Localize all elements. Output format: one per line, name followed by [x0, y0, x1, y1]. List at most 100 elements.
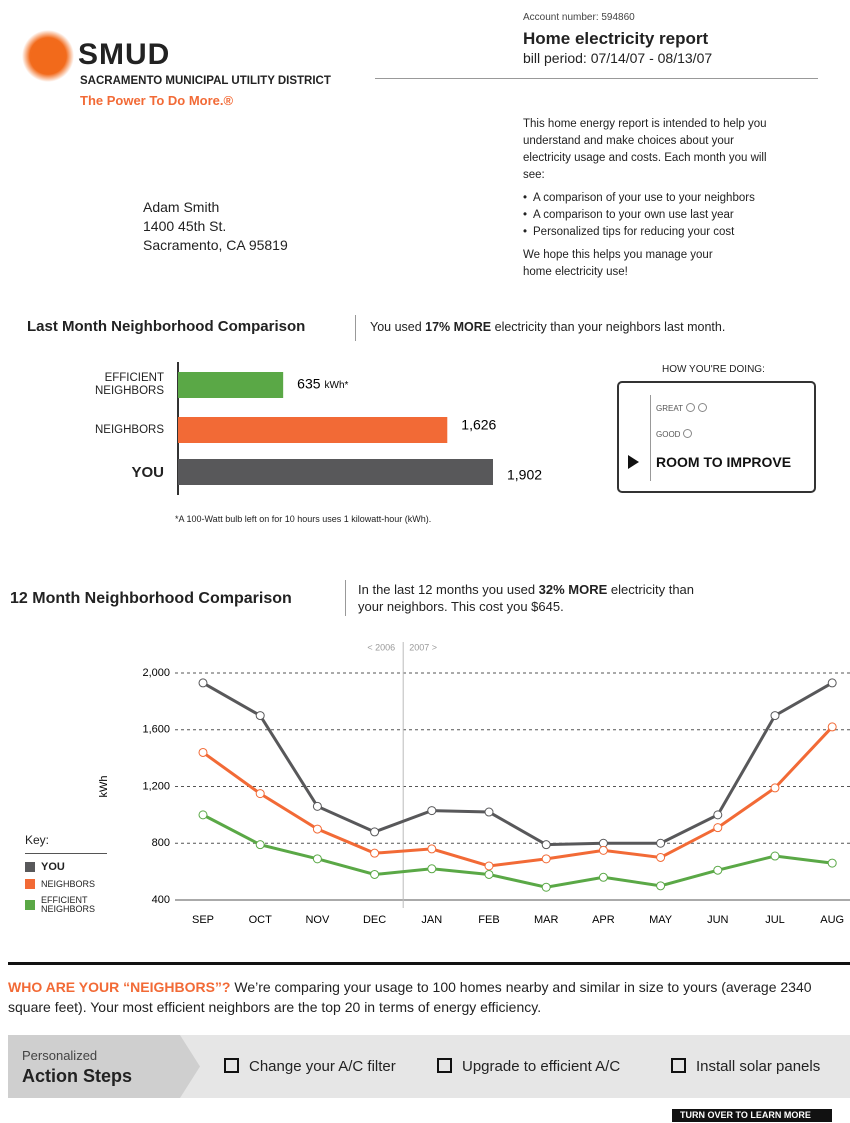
data-point [255, 789, 265, 799]
intro-paragraph: This home energy report is intended to h… [523, 118, 767, 181]
section-title: 12 Month Neighborhood Comparison [10, 590, 292, 607]
action-text: Change your A/C filter [249, 1058, 396, 1075]
x-tick-label: JUL [765, 914, 785, 926]
data-point [770, 711, 780, 721]
data-point [312, 801, 322, 811]
bullet: A comparison of your use to your neighbo… [523, 190, 785, 207]
x-tick-label: JUN [707, 914, 728, 926]
legend-swatch [25, 862, 35, 872]
y-tick-label: 1,200 [142, 780, 170, 792]
section-title: Last Month Neighborhood Comparison [27, 318, 306, 335]
x-tick-label: OCT [249, 914, 273, 926]
data-point [770, 851, 780, 861]
x-tick-label: NOV [305, 914, 330, 926]
arrow [628, 455, 639, 469]
legend-item: EFFICIENT NEIGHBORS [25, 896, 107, 914]
y-tick-label: 2,000 [142, 667, 170, 679]
x-tick-label: JAN [421, 914, 442, 926]
legend-item: YOU [25, 861, 107, 872]
legend-swatch [25, 900, 35, 910]
year-label: 2007 > [409, 642, 437, 652]
series-line [202, 725, 834, 868]
data-point [770, 783, 780, 793]
logo-name: SMUD [78, 38, 171, 71]
line-chart: 400 800 1,200 1,600 2,000 kWh < 2006 2007 > SEP O… [98, 642, 850, 926]
rating-level: ROOM TO IMPROVE [656, 454, 792, 470]
footer: TURN OVER TO LEARN MORE [672, 1109, 832, 1122]
data-point [541, 882, 551, 892]
y-tick-label: 800 [152, 837, 170, 849]
checkbox [224, 1058, 239, 1073]
rating-box: GREAT GOOD ROOM TO IMPROVE [617, 381, 816, 493]
rule [8, 962, 850, 965]
year-label: < 2006 [367, 642, 395, 652]
data-point [541, 854, 551, 864]
summary-highlight: 32% MORE [538, 582, 608, 597]
bar [178, 372, 284, 398]
unit-label: kWh* [325, 380, 349, 391]
address-line: 1400 45th St. [143, 218, 227, 234]
checkbox [671, 1058, 686, 1073]
y-axis-label: kWh [98, 776, 110, 798]
summary-text: electricity than your neighbors. This co… [358, 582, 695, 614]
x-tick-label: AUG [820, 914, 844, 926]
divider [355, 315, 356, 341]
x-tick-label: MAY [649, 914, 673, 926]
data-point [713, 865, 723, 875]
data-point [198, 810, 208, 820]
y-tick-label: 400 [152, 894, 170, 906]
legend-label: EFFICIENT NEIGHBORS [41, 895, 96, 914]
x-tick-label: SEP [192, 914, 214, 926]
data-point [827, 858, 837, 868]
data-point [827, 722, 837, 732]
summary: You used 17% MORE electricity than your … [370, 320, 725, 334]
bar [178, 417, 448, 443]
data-point [656, 838, 666, 848]
action-item: Install solar panels [671, 1058, 820, 1075]
action-text: Upgrade to efficient A/C [462, 1058, 621, 1075]
data-point [656, 852, 666, 862]
rating-level: GREAT [656, 401, 707, 417]
data-point [255, 840, 265, 850]
data-point [427, 844, 437, 854]
action-item: Upgrade to efficient A/C [437, 1058, 620, 1075]
value-label: 1,626 [461, 417, 496, 433]
address-line: Sacramento, CA 95819 [143, 237, 288, 253]
note-text: We’re comparing your usage to 100 homes … [8, 979, 812, 1015]
value-label: 635 kWh* [297, 376, 348, 392]
bar-chart: 635 kWh* 1,626 1,902 EFFICIENT NEIGHBORS NEIG… [0, 355, 600, 505]
action-label: Action Steps [22, 1066, 133, 1086]
data-point [198, 678, 208, 688]
intro-bullets: A comparison of your use to your neighbo… [523, 190, 785, 241]
logo-sun [22, 30, 74, 82]
data-point [713, 823, 723, 833]
data-point [427, 864, 437, 874]
address: Adam Smith 1400 45th St. Sacramento, CA … [143, 198, 288, 255]
report-title: Home electricity report [523, 29, 709, 48]
series-line [202, 681, 833, 847]
data-point [370, 869, 380, 879]
summary: In the last 12 months you used 32% MORE … [358, 581, 718, 615]
bullet: Personalized tips for reducing your cost [523, 224, 785, 241]
data-point [484, 807, 494, 817]
x-tick-label: MAR [534, 914, 559, 926]
action-label: Personalized [22, 1048, 98, 1063]
value-label: 1,902 [507, 467, 542, 483]
data-point [541, 840, 551, 850]
data-point [255, 711, 265, 721]
legend-swatch [25, 879, 35, 889]
face-icon [697, 403, 707, 412]
bill-period: bill period: 07/14/07 - 08/13/07 [523, 50, 713, 66]
summary-highlight: 17% MORE [425, 320, 492, 334]
footnote: *A 100-Watt bulb left on for 10 hours us… [175, 514, 432, 524]
action-chevron [8, 1035, 200, 1098]
data-point [827, 678, 837, 688]
bar-plot: 635 kWh* 1,626 1,902 [177, 362, 542, 495]
data-point [370, 827, 380, 837]
neighbors-note: WHO ARE YOUR “NEIGHBORS”? We’re comparin… [8, 977, 846, 1017]
intro: This home energy report is intended to h… [523, 116, 785, 281]
legend-title: Key: [25, 833, 107, 854]
summary-text: electricity than your neighbors last mon… [491, 320, 726, 334]
action-bar [8, 1035, 850, 1098]
